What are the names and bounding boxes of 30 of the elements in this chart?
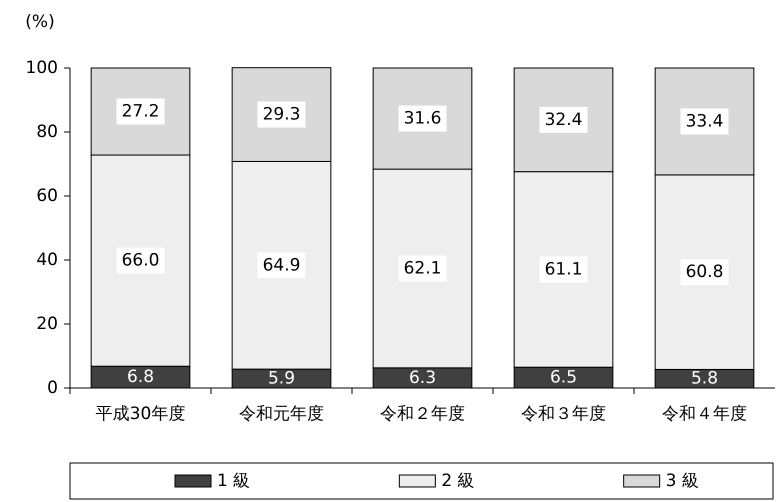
data-label: 27.2 <box>122 102 160 122</box>
data-label: 33.4 <box>686 111 724 132</box>
y-tick-label: 100 <box>26 58 58 78</box>
data-label: 5.9 <box>268 368 296 389</box>
y-tick-label: 60 <box>36 186 58 206</box>
y-tick-label: 80 <box>36 122 58 142</box>
data-label: 60.8 <box>686 262 724 282</box>
legend-label: 2 級 <box>441 471 475 491</box>
data-label: 6.5 <box>550 368 578 388</box>
y-tick-label: 20 <box>36 314 58 334</box>
y-axis-title: (%) <box>25 12 55 32</box>
data-label: 66.0 <box>122 250 160 271</box>
x-tick-label: 令和４年度 <box>662 404 747 424</box>
data-label: 6.3 <box>408 368 436 388</box>
y-tick-label: 0 <box>47 378 58 398</box>
data-label: 32.4 <box>544 110 582 130</box>
data-label: 62.1 <box>404 258 442 278</box>
data-label: 64.9 <box>262 255 300 276</box>
legend-label: 3 級 <box>666 471 699 491</box>
data-label: 29.3 <box>262 104 300 125</box>
x-tick-label: 令和３年度 <box>521 404 606 424</box>
x-tick-label: 平成30年度 <box>96 404 186 424</box>
y-tick-label: 40 <box>36 250 58 270</box>
data-label: 31.6 <box>404 108 442 129</box>
data-label: 6.8 <box>126 367 154 388</box>
legend-label: 1 級 <box>217 471 250 491</box>
data-label: 61.1 <box>544 259 582 280</box>
x-tick-label: 令和２年度 <box>380 404 465 424</box>
x-tick-label: 令和元年度 <box>239 404 324 424</box>
data-label: 5.8 <box>690 368 718 389</box>
